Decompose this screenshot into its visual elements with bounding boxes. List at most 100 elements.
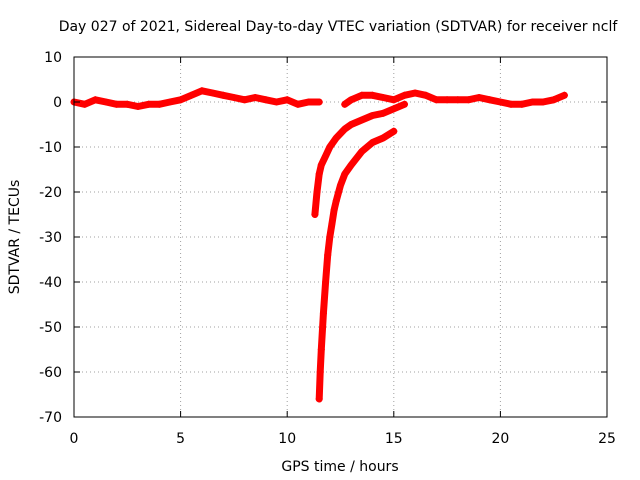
data-point [358, 116, 366, 124]
y-tick-label: -10 [39, 140, 62, 156]
data-layer [70, 87, 568, 403]
x-tick-label: 5 [176, 431, 185, 447]
data-point [155, 100, 163, 108]
data-point [230, 94, 238, 101]
data-point [315, 98, 323, 106]
data-point [539, 98, 547, 106]
data-point [319, 310, 327, 317]
y-tick-label: -50 [39, 320, 62, 336]
series-band-baseline-afternoon [341, 89, 568, 108]
data-point [262, 96, 270, 104]
data-point [315, 395, 323, 403]
data-point [400, 91, 408, 99]
data-point [560, 91, 568, 99]
data-point [328, 220, 336, 227]
y-tick-label: -30 [39, 230, 62, 246]
data-point [198, 87, 206, 95]
data-point [251, 94, 259, 101]
data-point [358, 91, 366, 99]
data-point [187, 91, 195, 99]
data-point [518, 100, 526, 108]
data-point [358, 148, 366, 155]
data-point [322, 152, 330, 160]
data-point [209, 89, 217, 97]
data-point [390, 105, 398, 113]
data-point [219, 91, 227, 99]
x-tick-label: 25 [598, 431, 616, 447]
data-point [422, 91, 430, 99]
data-point [454, 96, 462, 104]
data-point [326, 233, 334, 241]
x-tick-label: 20 [491, 431, 509, 447]
x-tick-label: 10 [278, 431, 296, 447]
data-point [341, 170, 349, 178]
data-point [332, 134, 340, 142]
data-point [91, 96, 99, 104]
y-axis-label: SDTVAR / TECUs [7, 180, 23, 295]
y-tick-label: -40 [39, 275, 62, 291]
data-point [368, 91, 376, 99]
data-point [379, 109, 387, 117]
data-point [294, 100, 302, 108]
y-tick-label: 0 [53, 95, 62, 111]
data-point [177, 96, 185, 104]
data-point [324, 251, 332, 259]
data-point [550, 96, 558, 104]
data-point [311, 211, 319, 218]
data-point [316, 368, 324, 376]
data-point [347, 161, 355, 169]
data-point [347, 96, 355, 104]
data-point [283, 96, 291, 104]
data-point [411, 89, 419, 97]
data-point [368, 112, 376, 119]
data-point [379, 134, 387, 142]
plot-frame [73, 56, 608, 418]
data-point [347, 121, 355, 128]
data-point [443, 96, 451, 104]
data-point [313, 188, 321, 196]
data-point [273, 98, 281, 106]
data-point [475, 94, 483, 101]
data-point [337, 181, 344, 189]
data-point [330, 206, 338, 214]
x-tick-label: 0 [70, 431, 79, 447]
data-point [390, 127, 398, 135]
data-point [496, 98, 504, 106]
data-point [315, 170, 323, 178]
y-tick-label: -70 [39, 410, 62, 426]
data-point [464, 96, 472, 104]
data-point [166, 98, 174, 106]
data-point [317, 346, 325, 353]
data-point [400, 100, 408, 108]
data-point [507, 100, 515, 108]
data-point [241, 96, 249, 104]
data-point [322, 278, 330, 286]
data-point [486, 96, 494, 104]
data-point [341, 100, 349, 108]
data-point [332, 197, 340, 205]
data-point [390, 96, 398, 104]
data-point [113, 100, 121, 108]
data-point [379, 94, 387, 101]
x-tick-label: 15 [385, 431, 403, 447]
y-tick-label: -60 [39, 365, 62, 381]
data-point [317, 161, 325, 169]
chart-title: Day 027 of 2021, Sidereal Day-to-day VTE… [59, 19, 619, 35]
data-point [341, 125, 349, 133]
x-axis-label: GPS time / hours [281, 459, 398, 475]
data-point [145, 100, 153, 108]
data-point [81, 100, 89, 108]
y-tick-label: 10 [44, 50, 62, 66]
data-point [102, 98, 110, 106]
y-tick-label: -20 [39, 185, 62, 201]
data-point [368, 139, 376, 146]
tick-labels: 0 5 10 15 20 25 -70 -60 -50 -40 -30 -20 -10 0 10 [39, 50, 616, 447]
data-point [134, 103, 142, 110]
data-point [123, 100, 131, 108]
data-point [528, 98, 536, 106]
data-point [305, 98, 313, 106]
data-point [432, 96, 440, 104]
data-point [326, 143, 334, 151]
